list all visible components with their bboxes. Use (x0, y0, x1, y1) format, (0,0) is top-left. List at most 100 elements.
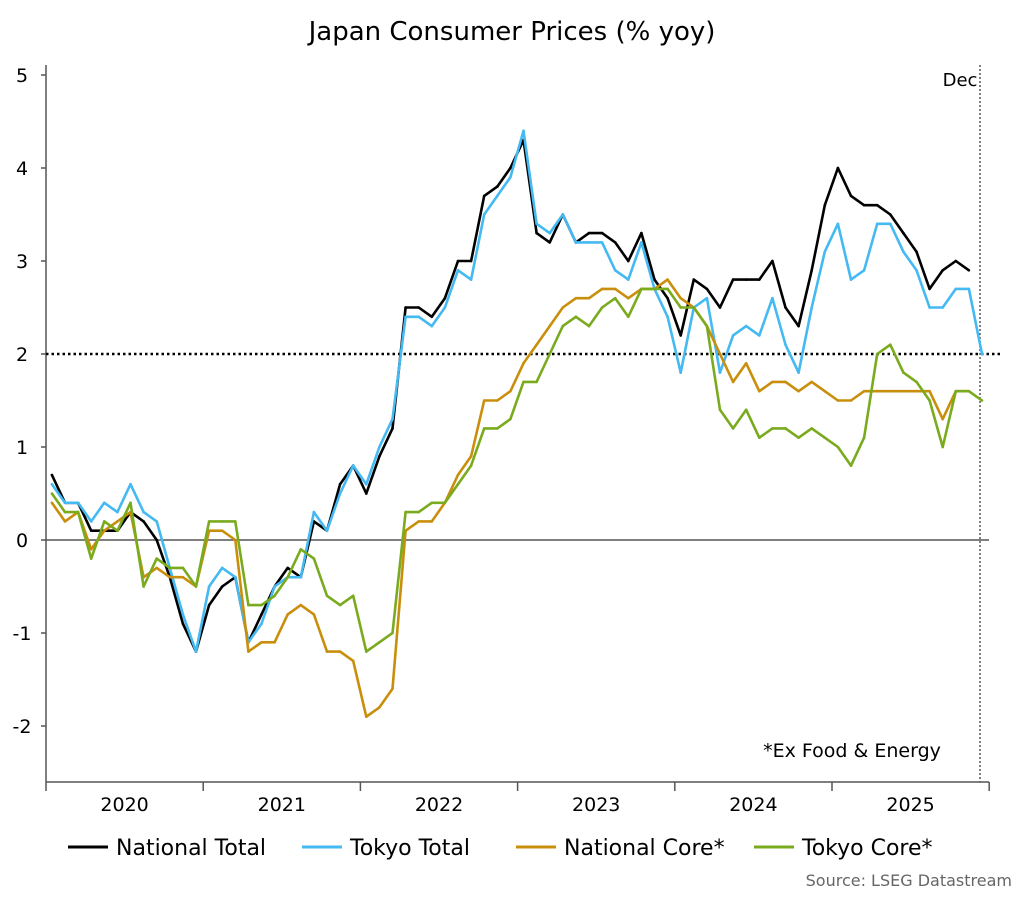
data-point-tokyo-core (129, 501, 132, 505)
data-point-tokyo-total (181, 613, 185, 616)
data-point-national-core (247, 650, 250, 653)
annotation: *Ex Food & Energy (763, 740, 941, 762)
data-point-tokyo-core (247, 603, 250, 607)
data-point-tokyo-core (443, 501, 447, 505)
data-point-tokyo-core (417, 510, 420, 514)
data-point-tokyo-total (954, 287, 958, 291)
source-note: Source: LSEG Datastream (806, 871, 1012, 890)
data-point-tokyo-total (640, 241, 643, 244)
data-point-national-core (155, 566, 158, 570)
data-point-national-total (705, 287, 709, 291)
data-point-tokyo-core (810, 427, 813, 430)
data-point-tokyo-core (469, 464, 473, 467)
data-point-national-total (888, 213, 892, 216)
data-point-national-core (495, 399, 499, 402)
data-point-national-total (928, 287, 931, 291)
data-point-national-core (456, 473, 460, 477)
data-point-national-core (364, 715, 368, 718)
data-point-national-core (391, 687, 394, 691)
data-point-national-total (286, 566, 289, 570)
data-point-national-total (482, 194, 486, 198)
data-point-national-core (89, 548, 93, 551)
data-point-national-core (233, 538, 237, 542)
data-point-tokyo-core (653, 287, 656, 291)
data-point-tokyo-core (862, 436, 866, 440)
data-point-national-total (220, 585, 224, 588)
data-point-national-total (666, 296, 669, 300)
data-point-tokyo-core (915, 380, 918, 384)
data-point-tokyo-total (233, 575, 237, 579)
data-point-national-total (653, 278, 656, 281)
data-point-national-core (810, 380, 813, 384)
data-point-national-total (364, 492, 368, 495)
data-point-national-total (836, 166, 840, 170)
data-point-tokyo-total (443, 306, 447, 309)
data-point-tokyo-total (63, 501, 67, 505)
data-point-national-core (744, 362, 748, 365)
data-point-tokyo-total (574, 241, 578, 244)
y-tick-label: 3 (16, 251, 28, 273)
data-point-national-core (823, 389, 827, 393)
data-point-national-total (587, 231, 591, 235)
data-point-national-core (168, 575, 172, 579)
data-point-tokyo-core (142, 585, 145, 588)
data-point-tokyo-total (260, 622, 263, 625)
data-point-national-core (338, 650, 342, 653)
data-point-tokyo-core (823, 436, 827, 440)
data-point-national-core (417, 520, 420, 523)
data-point-national-total (967, 269, 971, 272)
data-point-tokyo-total (522, 129, 525, 133)
data-point-national-total (417, 306, 420, 309)
data-point-tokyo-core (456, 482, 460, 486)
data-point-national-core (312, 613, 316, 616)
data-point-tokyo-total (849, 278, 853, 281)
chart-title: Japan Consumer Prices (% yoy) (307, 17, 716, 47)
data-point-tokyo-core (76, 510, 80, 514)
data-point-national-core (509, 389, 512, 393)
data-point-tokyo-core (888, 343, 892, 347)
data-point-national-total (797, 324, 800, 328)
data-point-national-core (102, 529, 106, 532)
data-point-tokyo-total (915, 269, 918, 272)
data-point-national-total (784, 306, 787, 309)
data-point-tokyo-core (797, 436, 800, 440)
data-point-tokyo-core (338, 603, 342, 607)
data-point-national-core (928, 389, 931, 393)
data-point-tokyo-core (902, 371, 905, 374)
data-point-tokyo-total (731, 334, 735, 337)
data-point-tokyo-total (797, 371, 800, 374)
x-axis: 2020 2021 2022 2023 2024 2025 (45, 781, 990, 816)
data-point-tokyo-core (312, 557, 316, 560)
data-point-tokyo-core (574, 315, 578, 319)
data-point-national-total (50, 473, 54, 477)
data-point-national-core (469, 455, 473, 458)
data-point-tokyo-total (980, 352, 984, 356)
series-line-national-core (50, 278, 969, 718)
data-point-tokyo-total (456, 269, 460, 272)
data-point-tokyo-core (299, 548, 303, 551)
data-point-tokyo-total (89, 520, 93, 523)
data-point-tokyo-core (220, 520, 224, 523)
data-point-national-core (836, 399, 840, 402)
series-line-tokyo-total (50, 129, 984, 653)
data-point-national-total (600, 231, 604, 235)
data-point-tokyo-total (102, 501, 106, 505)
data-point-national-core (875, 389, 879, 393)
data-point-national-core (299, 603, 303, 607)
x-tick-label: 2025 (886, 794, 934, 816)
data-point-national-core (273, 641, 276, 644)
data-point-tokyo-core (613, 296, 617, 300)
data-point-tokyo-core (364, 650, 368, 653)
data-point-tokyo-total (862, 269, 866, 272)
data-point-national-total (443, 296, 447, 300)
data-point-national-total (640, 231, 643, 235)
data-point-national-core (482, 399, 486, 402)
data-point-national-total (823, 203, 827, 207)
data-point-tokyo-core (731, 427, 735, 430)
data-point-tokyo-total (836, 222, 840, 226)
data-point-tokyo-total (875, 222, 879, 226)
data-point-national-total (679, 334, 682, 337)
x-tick-label: 2021 (258, 794, 306, 816)
data-point-tokyo-total (679, 371, 682, 374)
data-point-tokyo-total (142, 510, 145, 514)
